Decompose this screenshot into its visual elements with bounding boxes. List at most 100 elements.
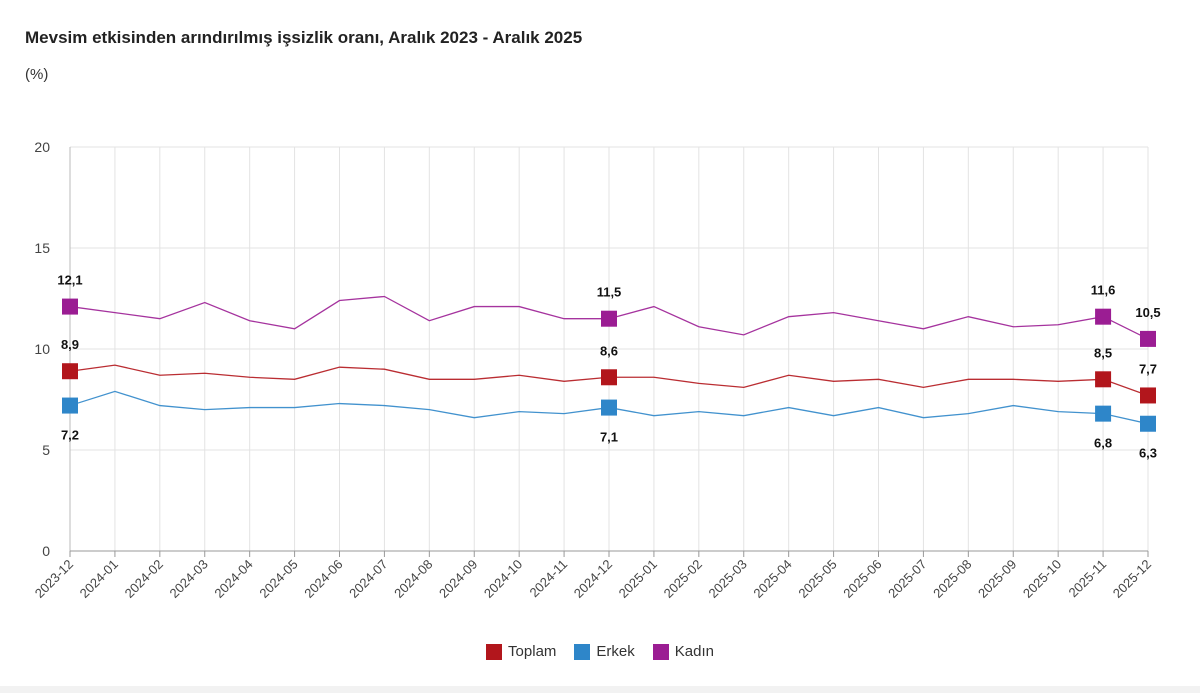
data-point-kadın	[652, 305, 656, 309]
y-tick-label: 10	[34, 341, 50, 357]
x-tick-label: 2024-12	[571, 557, 615, 601]
data-point-toplam	[787, 373, 791, 377]
data-point-kadın	[472, 305, 476, 309]
x-tick-label: 2025-02	[661, 557, 705, 601]
legend-item-kadin[interactable]: Kadın	[652, 643, 714, 660]
data-point-toplam	[517, 373, 521, 377]
data-label-toplam: 8,5	[1094, 345, 1112, 360]
data-label-erkek: 6,3	[1139, 446, 1157, 461]
chart-title: Mevsim etkisinden arındırılmış işsizlik …	[25, 28, 583, 47]
data-point-erkek	[113, 389, 117, 393]
data-label-erkek: 7,2	[61, 428, 79, 443]
x-tick-label: 2025-06	[840, 557, 884, 601]
data-point-erkek	[203, 408, 207, 412]
marker-erkek	[1095, 405, 1112, 422]
data-point-kadın	[293, 327, 297, 331]
marker-erkek	[62, 397, 78, 414]
legend-swatch-erkek	[574, 643, 591, 660]
data-point-toplam	[742, 385, 746, 389]
data-point-toplam	[427, 377, 431, 381]
x-tick-label: 2024-07	[346, 557, 390, 601]
data-point-toplam	[293, 377, 297, 381]
legend-item-erkek[interactable]: Erkek	[574, 643, 635, 660]
data-point-kadın	[248, 319, 252, 323]
x-tick-label: 2024-11	[527, 557, 571, 601]
legend: Toplam Erkek Kadın	[0, 643, 1200, 660]
data-point-toplam	[562, 379, 566, 383]
data-point-toplam	[472, 377, 476, 381]
data-point-erkek	[742, 414, 746, 418]
marker-erkek	[1140, 415, 1156, 432]
data-point-erkek	[921, 416, 925, 420]
x-tick-label: 2025-04	[750, 557, 794, 601]
data-point-kadın	[877, 319, 881, 323]
data-label-kadın: 11,5	[597, 285, 622, 300]
y-tick-label: 0	[42, 543, 50, 559]
data-point-kadın	[427, 319, 431, 323]
data-point-toplam	[832, 379, 836, 383]
marker-toplam	[601, 369, 617, 386]
x-tick-label: 2024-09	[436, 557, 480, 601]
y-tick-label: 15	[34, 240, 50, 256]
data-label-kadın: 12,1	[57, 273, 82, 288]
x-tick-label: 2025-11	[1066, 557, 1110, 601]
legend-label-erkek: Erkek	[596, 643, 635, 660]
x-tick-label: 2025-12	[1110, 557, 1154, 601]
data-point-kadın	[742, 333, 746, 337]
data-point-toplam	[966, 377, 970, 381]
data-point-erkek	[877, 406, 881, 410]
data-point-toplam	[248, 375, 252, 379]
data-point-kadın	[1011, 325, 1015, 329]
data-point-toplam	[113, 363, 117, 367]
data-point-erkek	[787, 406, 791, 410]
data-point-erkek	[158, 404, 162, 408]
data-label-erkek: 6,8	[1094, 436, 1112, 451]
marker-kadın	[1095, 308, 1112, 325]
data-point-kadın	[158, 317, 162, 321]
y-tick-label: 20	[34, 139, 50, 155]
data-label-toplam: 8,6	[600, 343, 618, 358]
data-point-kadın	[203, 301, 207, 305]
data-point-erkek	[248, 406, 252, 410]
data-point-kadın	[921, 327, 925, 331]
data-point-kadın	[562, 317, 566, 321]
data-point-toplam	[382, 367, 386, 371]
data-label-toplam: 7,7	[1139, 361, 1157, 376]
data-point-kadın	[697, 325, 701, 329]
data-label-kadın: 11,6	[1091, 283, 1116, 298]
data-point-erkek	[652, 414, 656, 418]
legend-label-kadin: Kadın	[674, 643, 714, 660]
data-point-toplam	[697, 381, 701, 385]
data-point-erkek	[562, 412, 566, 416]
x-tick-label: 2024-10	[481, 557, 525, 601]
data-label-toplam: 8,9	[61, 337, 79, 352]
marker-kadın	[1140, 330, 1156, 347]
y-axis-unit: (%)	[25, 66, 49, 83]
data-point-toplam	[921, 385, 925, 389]
marker-erkek	[601, 399, 617, 416]
data-point-kadın	[966, 315, 970, 319]
legend-label-toplam: Toplam	[508, 643, 557, 660]
data-point-toplam	[1011, 377, 1015, 381]
bottom-bar	[0, 686, 1200, 693]
x-tick-label: 2023-12	[32, 557, 76, 601]
data-point-erkek	[472, 416, 476, 420]
data-point-erkek	[338, 402, 342, 406]
data-point-toplam	[203, 371, 207, 375]
marker-kadın	[601, 310, 617, 327]
data-point-kadın	[382, 294, 386, 298]
data-point-toplam	[1056, 379, 1060, 383]
data-point-kadın	[1056, 323, 1060, 327]
legend-item-toplam[interactable]: Toplam	[486, 643, 556, 660]
data-point-erkek	[382, 404, 386, 408]
x-tick-label: 2024-03	[167, 557, 211, 601]
data-point-erkek	[293, 406, 297, 410]
data-point-kadın	[832, 311, 836, 315]
data-point-toplam	[338, 365, 342, 369]
x-tick-label: 2025-10	[1020, 557, 1064, 601]
x-tick-label: 2025-01	[616, 557, 660, 601]
x-tick-label: 2025-09	[975, 557, 1019, 601]
x-tick-label: 2024-04	[211, 557, 255, 601]
data-point-kadın	[787, 315, 791, 319]
